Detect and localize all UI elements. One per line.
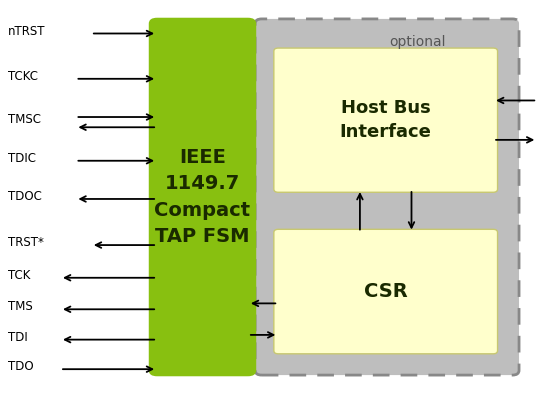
Text: TDIC: TDIC [8, 152, 36, 165]
Text: TDO: TDO [8, 361, 34, 373]
Text: Host Bus
Interface: Host Bus Interface [340, 99, 431, 141]
Text: TDI: TDI [8, 331, 28, 344]
Text: TRST*: TRST* [8, 236, 44, 249]
Text: TCK: TCK [8, 269, 31, 282]
Text: TMS: TMS [8, 301, 33, 313]
FancyBboxPatch shape [255, 19, 519, 375]
Text: nTRST: nTRST [8, 25, 46, 37]
Text: optional: optional [389, 35, 445, 49]
Text: TCKC: TCKC [8, 70, 38, 83]
Text: CSR: CSR [364, 282, 408, 301]
FancyBboxPatch shape [274, 229, 498, 354]
FancyBboxPatch shape [149, 18, 256, 376]
Text: IEEE
1149.7
Compact
TAP FSM: IEEE 1149.7 Compact TAP FSM [154, 148, 251, 246]
FancyBboxPatch shape [274, 48, 498, 192]
Text: TDOC: TDOC [8, 190, 42, 203]
Text: TMSC: TMSC [8, 113, 41, 126]
